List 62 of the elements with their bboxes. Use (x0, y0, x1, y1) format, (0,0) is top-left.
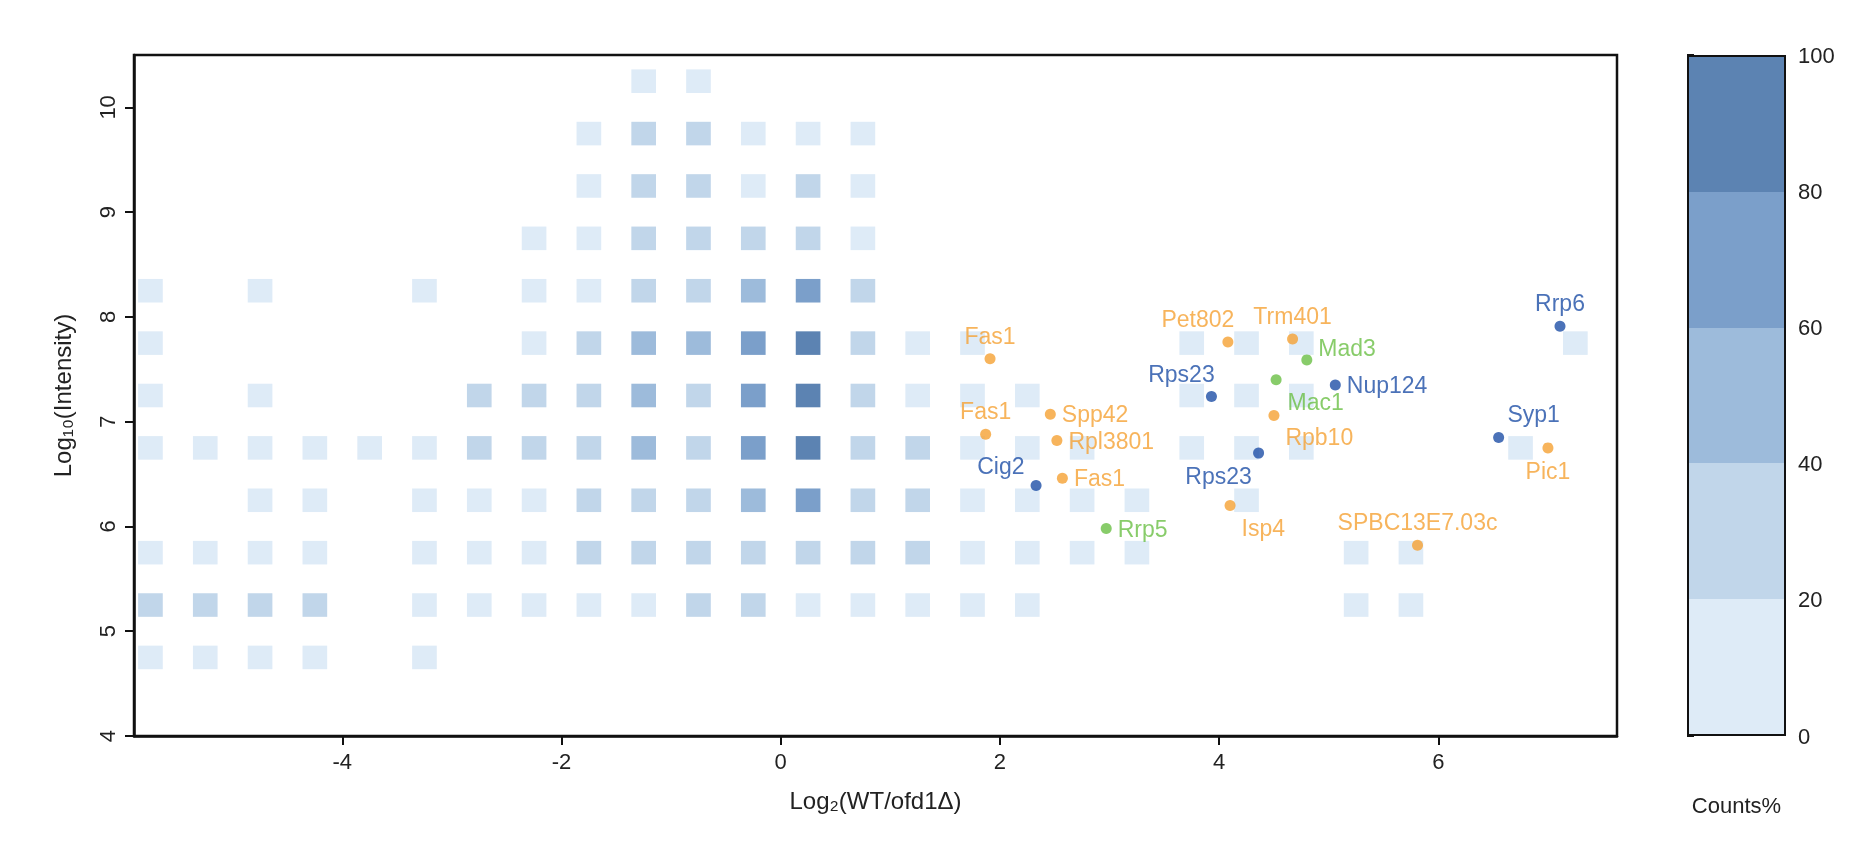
data-label: Nup124 (1346, 372, 1428, 399)
point (1329, 379, 1341, 391)
point (1051, 435, 1063, 447)
data-label: Pet802 (1161, 306, 1235, 333)
data-label: Rps23 (1148, 360, 1215, 387)
y-tick-label: 9 (94, 206, 120, 219)
color-bar-label: 20 (1798, 587, 1823, 613)
x-tick-label: 2 (993, 748, 1007, 774)
color-bar-label: 0 (1798, 723, 1811, 749)
point (1301, 354, 1313, 366)
data-label: Rrp6 (1535, 290, 1585, 317)
x-tick-label: 4 (1213, 748, 1226, 774)
point (980, 428, 992, 440)
data-label: Mad3 (1318, 334, 1376, 361)
point (1542, 442, 1554, 454)
data-label: Syp1 (1507, 401, 1560, 428)
y-tick-label: 5 (94, 625, 120, 638)
x-tick-label: -2 (551, 748, 572, 774)
point (1100, 523, 1112, 535)
point (1224, 500, 1236, 511)
point (1030, 480, 1042, 492)
y-tick-label: 10 (94, 95, 120, 120)
y-tick-label: 8 (94, 310, 120, 324)
data-label: Trm401 (1253, 302, 1332, 329)
data-label: SPBC13E7.03c (1337, 509, 1498, 536)
data-label: Rps23 (1185, 463, 1252, 490)
data-label: Mac1 (1287, 388, 1344, 415)
color-bar-label: 100 (1798, 42, 1835, 68)
point (1044, 408, 1056, 420)
point (1056, 472, 1068, 484)
point (1412, 539, 1424, 551)
color-bar-title: Counts% (1691, 792, 1782, 818)
data-label: Rrp5 (1117, 515, 1168, 542)
data-label: Pic1 (1525, 457, 1571, 484)
point (1253, 447, 1265, 459)
y-tick-label: 7 (94, 415, 120, 428)
point (1270, 374, 1282, 386)
data-label: Fas1 (1073, 465, 1126, 492)
point (1268, 409, 1280, 421)
data-label: Rpb10 (1285, 424, 1354, 451)
color-bar-label: 40 (1798, 451, 1823, 477)
x-tick-label: 6 (1432, 748, 1445, 774)
data-label: Cig2 (977, 452, 1025, 479)
point (1222, 336, 1234, 348)
x-tick-label: -4 (332, 748, 353, 774)
point (1205, 391, 1217, 403)
point (1287, 333, 1299, 345)
data-label: Fas1 (964, 322, 1016, 349)
data-label: Spp42 (1061, 401, 1129, 428)
data-label: Rpl3801 (1068, 427, 1155, 454)
color-bar-label: 80 (1798, 178, 1823, 204)
y-tick-label: 6 (94, 520, 120, 533)
data-label: Fas1 (960, 398, 1012, 425)
y-tick-label: 4 (94, 729, 120, 743)
color-bar-label: 60 (1798, 314, 1823, 340)
point (1493, 431, 1505, 443)
point (1554, 320, 1566, 332)
x-tick-label: 0 (774, 748, 787, 774)
x-axis-title: Log₂(WT/ofd1Δ) (789, 786, 962, 814)
data-label: Isp4 (1241, 514, 1286, 541)
y-axis-title: Log₁₀(Intensity) (48, 313, 76, 478)
point (984, 353, 996, 365)
